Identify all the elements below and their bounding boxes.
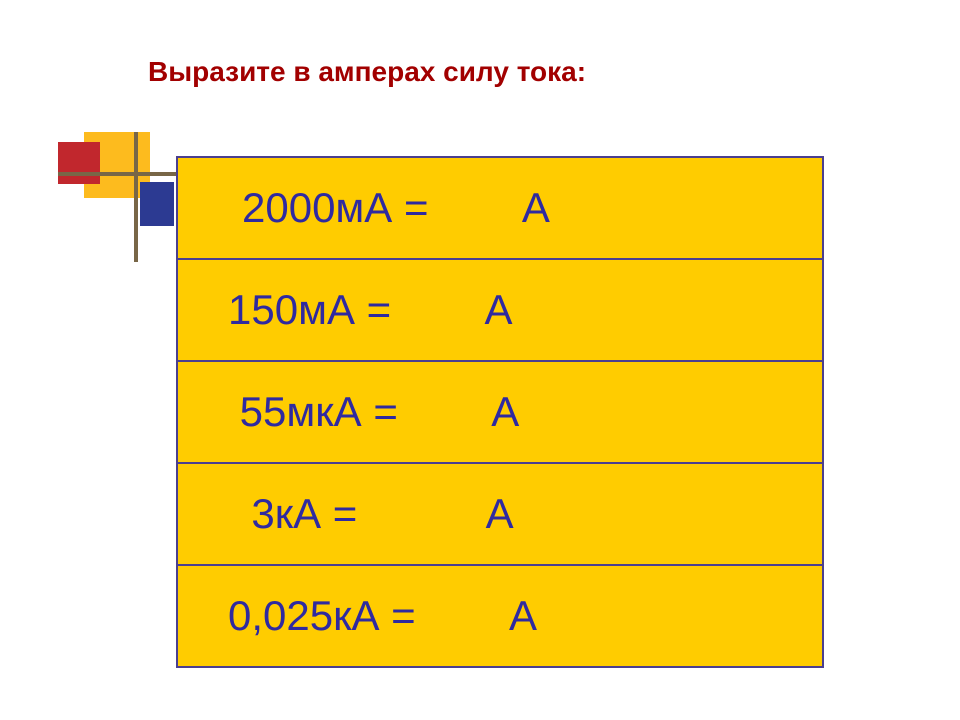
page-title: Выразите в амперах силу тока: [148,56,586,88]
table-cell: 150мА = А [177,259,823,361]
table-row: 55мкА = А [177,361,823,463]
table-row: 3кА = А [177,463,823,565]
table-cell: 0,025кА = А [177,565,823,667]
conversion-table: 2000мА = А 150мА = А 55мкА = А 3кА = А 0… [176,156,824,668]
square-red [58,142,100,184]
decor-vline [134,132,138,262]
table-row: 2000мА = А [177,157,823,259]
table-cell: 2000мА = А [177,157,823,259]
square-blue [140,182,174,226]
table-row: 150мА = А [177,259,823,361]
table-cell: 55мкА = А [177,361,823,463]
table-row: 0,025кА = А [177,565,823,667]
table-cell: 3кА = А [177,463,823,565]
